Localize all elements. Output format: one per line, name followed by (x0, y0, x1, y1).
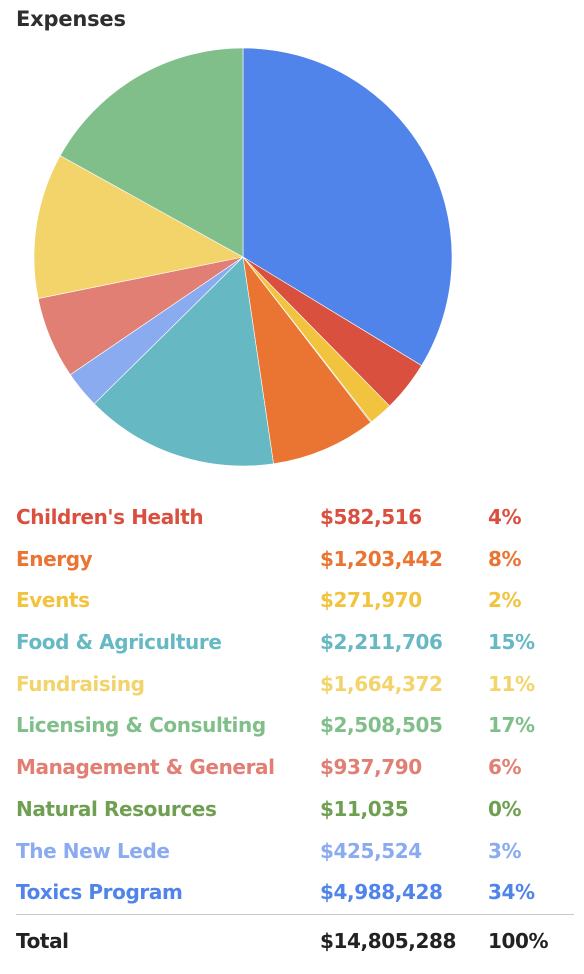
legend-value: $425,524 (320, 838, 422, 863)
legend-percent: 2% (488, 588, 522, 613)
total-row: Total $14,805,288 100% (16, 917, 574, 967)
legend-row: Events $271,970 2% (16, 580, 574, 622)
legend-row: Energy $1,203,442 8% (16, 539, 574, 581)
legend-label: Food & Agriculture (16, 630, 222, 655)
legend-value: $11,035 (320, 796, 409, 821)
total-label: Total (16, 929, 69, 953)
legend-value: $1,203,442 (320, 546, 443, 571)
total-divider (16, 914, 574, 915)
legend-percent: 3% (488, 838, 522, 863)
legend-percent: 17% (488, 713, 535, 738)
legend-label: Children's Health (16, 505, 204, 529)
legend-value: $2,508,505 (320, 713, 443, 738)
legend-label: Toxics Program (16, 880, 183, 905)
legend-percent: 15% (488, 630, 535, 655)
legend-label: Licensing & Consulting (16, 713, 266, 738)
pie-slice (59, 47, 244, 258)
legend-value: $4,988,428 (320, 880, 443, 905)
legend-label: The New Lede (16, 838, 170, 863)
legend-label: Fundraising (16, 671, 145, 696)
legend-row: The New Lede $425,524 3% (16, 831, 574, 873)
legend-row: Children's Health $582,516 4% (16, 497, 574, 539)
legend-label: Events (16, 588, 90, 613)
legend-percent: 34% (488, 880, 535, 905)
pie-chart (0, 0, 584, 480)
legend-row: Toxics Program $4,988,428 34% (16, 872, 574, 914)
legend-label: Management & General (16, 755, 275, 780)
legend-row: Fundraising $1,664,372 11% (16, 664, 574, 706)
legend-row: Management & General $937,790 6% (16, 747, 574, 789)
legend-percent: 0% (488, 796, 522, 821)
total-percent: 100% (488, 929, 549, 953)
legend-label: Energy (16, 546, 93, 571)
legend-row: Food & Agriculture $2,211,706 15% (16, 622, 574, 664)
legend-row: Licensing & Consulting $2,508,505 17% (16, 705, 574, 747)
pie-slice (242, 47, 453, 366)
legend-percent: 11% (488, 671, 535, 696)
pie-svg (33, 47, 453, 467)
legend-row: Natural Resources $11,035 0% (16, 789, 574, 831)
legend-label: Natural Resources (16, 796, 217, 821)
legend-percent: 8% (488, 546, 522, 571)
legend-value: $2,211,706 (320, 630, 443, 655)
legend-value: $1,664,372 (320, 671, 443, 696)
legend-percent: 6% (488, 755, 522, 780)
pie-slice (242, 255, 372, 465)
total-value: $14,805,288 (320, 929, 457, 953)
legend-value: $582,516 (320, 505, 422, 529)
chart-title: Expenses (16, 7, 126, 31)
legend-value: $937,790 (320, 755, 422, 780)
pie-slice (33, 155, 244, 299)
pie-slice (93, 256, 274, 467)
legend-percent: 4% (488, 505, 522, 529)
legend-value: $271,970 (320, 588, 422, 613)
legend-table: Children's Health $582,516 4% Energy $1,203,… (16, 497, 574, 914)
